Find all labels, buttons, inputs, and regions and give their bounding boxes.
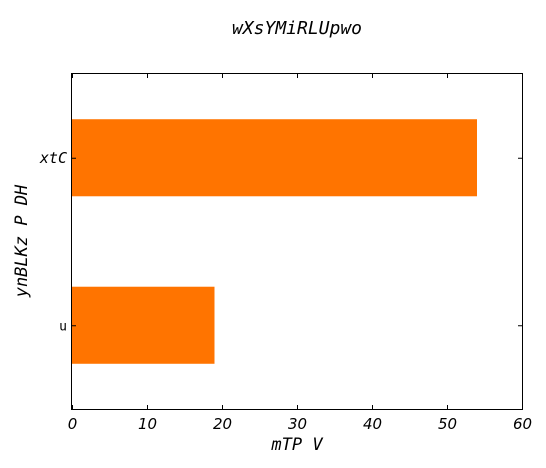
x-tick-label: 10 [138, 415, 157, 433]
x-tick-label: 40 [363, 415, 382, 433]
bar-xtC [72, 119, 477, 197]
y-tick-label: xtC [39, 149, 67, 167]
y-axis-label: ynBLKz P DH [12, 184, 32, 298]
x-axis-label: mTP V [270, 435, 323, 455]
plot-frame [71, 73, 523, 410]
plot-area: xtC u 0 10 20 30 40 50 60 [39, 74, 532, 433]
x-tick-label: 20 [213, 415, 232, 433]
x-tick-label: 50 [438, 415, 457, 433]
x-tick-label: 0 [68, 415, 78, 433]
chart-title: wXsYMiRLUpwo [232, 18, 362, 39]
x-tick-label: 60 [513, 415, 532, 433]
y-tick-label: u [59, 319, 67, 334]
x-tick-label: 30 [288, 415, 307, 433]
bar-u [72, 286, 215, 364]
